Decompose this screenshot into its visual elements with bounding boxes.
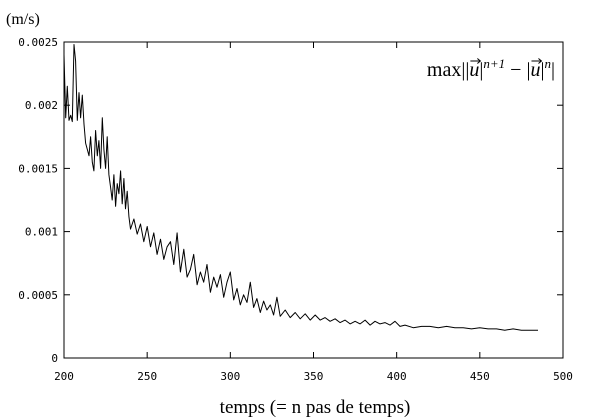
y-tick-label-1: 0.0005	[18, 289, 58, 302]
legend-vector-u-2: u	[530, 59, 540, 81]
y-tick-label-2: 0.001	[25, 226, 58, 239]
y-tick-label-3: 0.0015	[18, 162, 58, 175]
legend-closing-bar: |	[551, 59, 555, 81]
vector-arrowhead-1	[538, 58, 543, 64]
legend-prefix: max	[427, 59, 461, 81]
x-tick-label-4: 400	[387, 370, 407, 383]
legend-exponent-1: n+1	[483, 56, 505, 71]
x-tick-label-0: 200	[54, 370, 74, 383]
x-axis-title: temps (= n pas de temps)	[220, 397, 411, 418]
vector-arrowhead-0	[477, 58, 482, 64]
legend-label: max||u|n+1 − |u|n|	[427, 56, 555, 81]
y-tick-label-5: 0.0025	[18, 36, 58, 49]
legend-exponent-2: n	[544, 56, 551, 71]
legend-bars: ||	[461, 59, 469, 81]
legend-bar-2: |	[540, 59, 544, 81]
y-tick-label-4: 0.002	[25, 99, 58, 112]
plot-frame	[63, 41, 564, 359]
series-line-0	[63, 44, 538, 331]
legend: max||u|n+1 − |u|n|	[427, 56, 555, 81]
y-tick-label-0: 0	[51, 352, 58, 365]
x-tick-label-2: 300	[220, 370, 240, 383]
x-tick-label-5: 450	[470, 370, 490, 383]
x-tick-label-6: 500	[553, 370, 573, 383]
x-tick-label-1: 250	[137, 370, 157, 383]
series-layer	[63, 44, 538, 331]
legend-vector-u: u	[469, 59, 479, 81]
ticks-layer: 0 0.0005 0.001 0.0015 0.002 0.0025 200 250 300 35…	[18, 36, 573, 383]
x-tick-label-3: 350	[304, 370, 324, 383]
legend-bar: |	[479, 59, 483, 81]
legend-minus: − |	[505, 59, 530, 81]
y-unit-label: (m/s)	[6, 11, 40, 28]
